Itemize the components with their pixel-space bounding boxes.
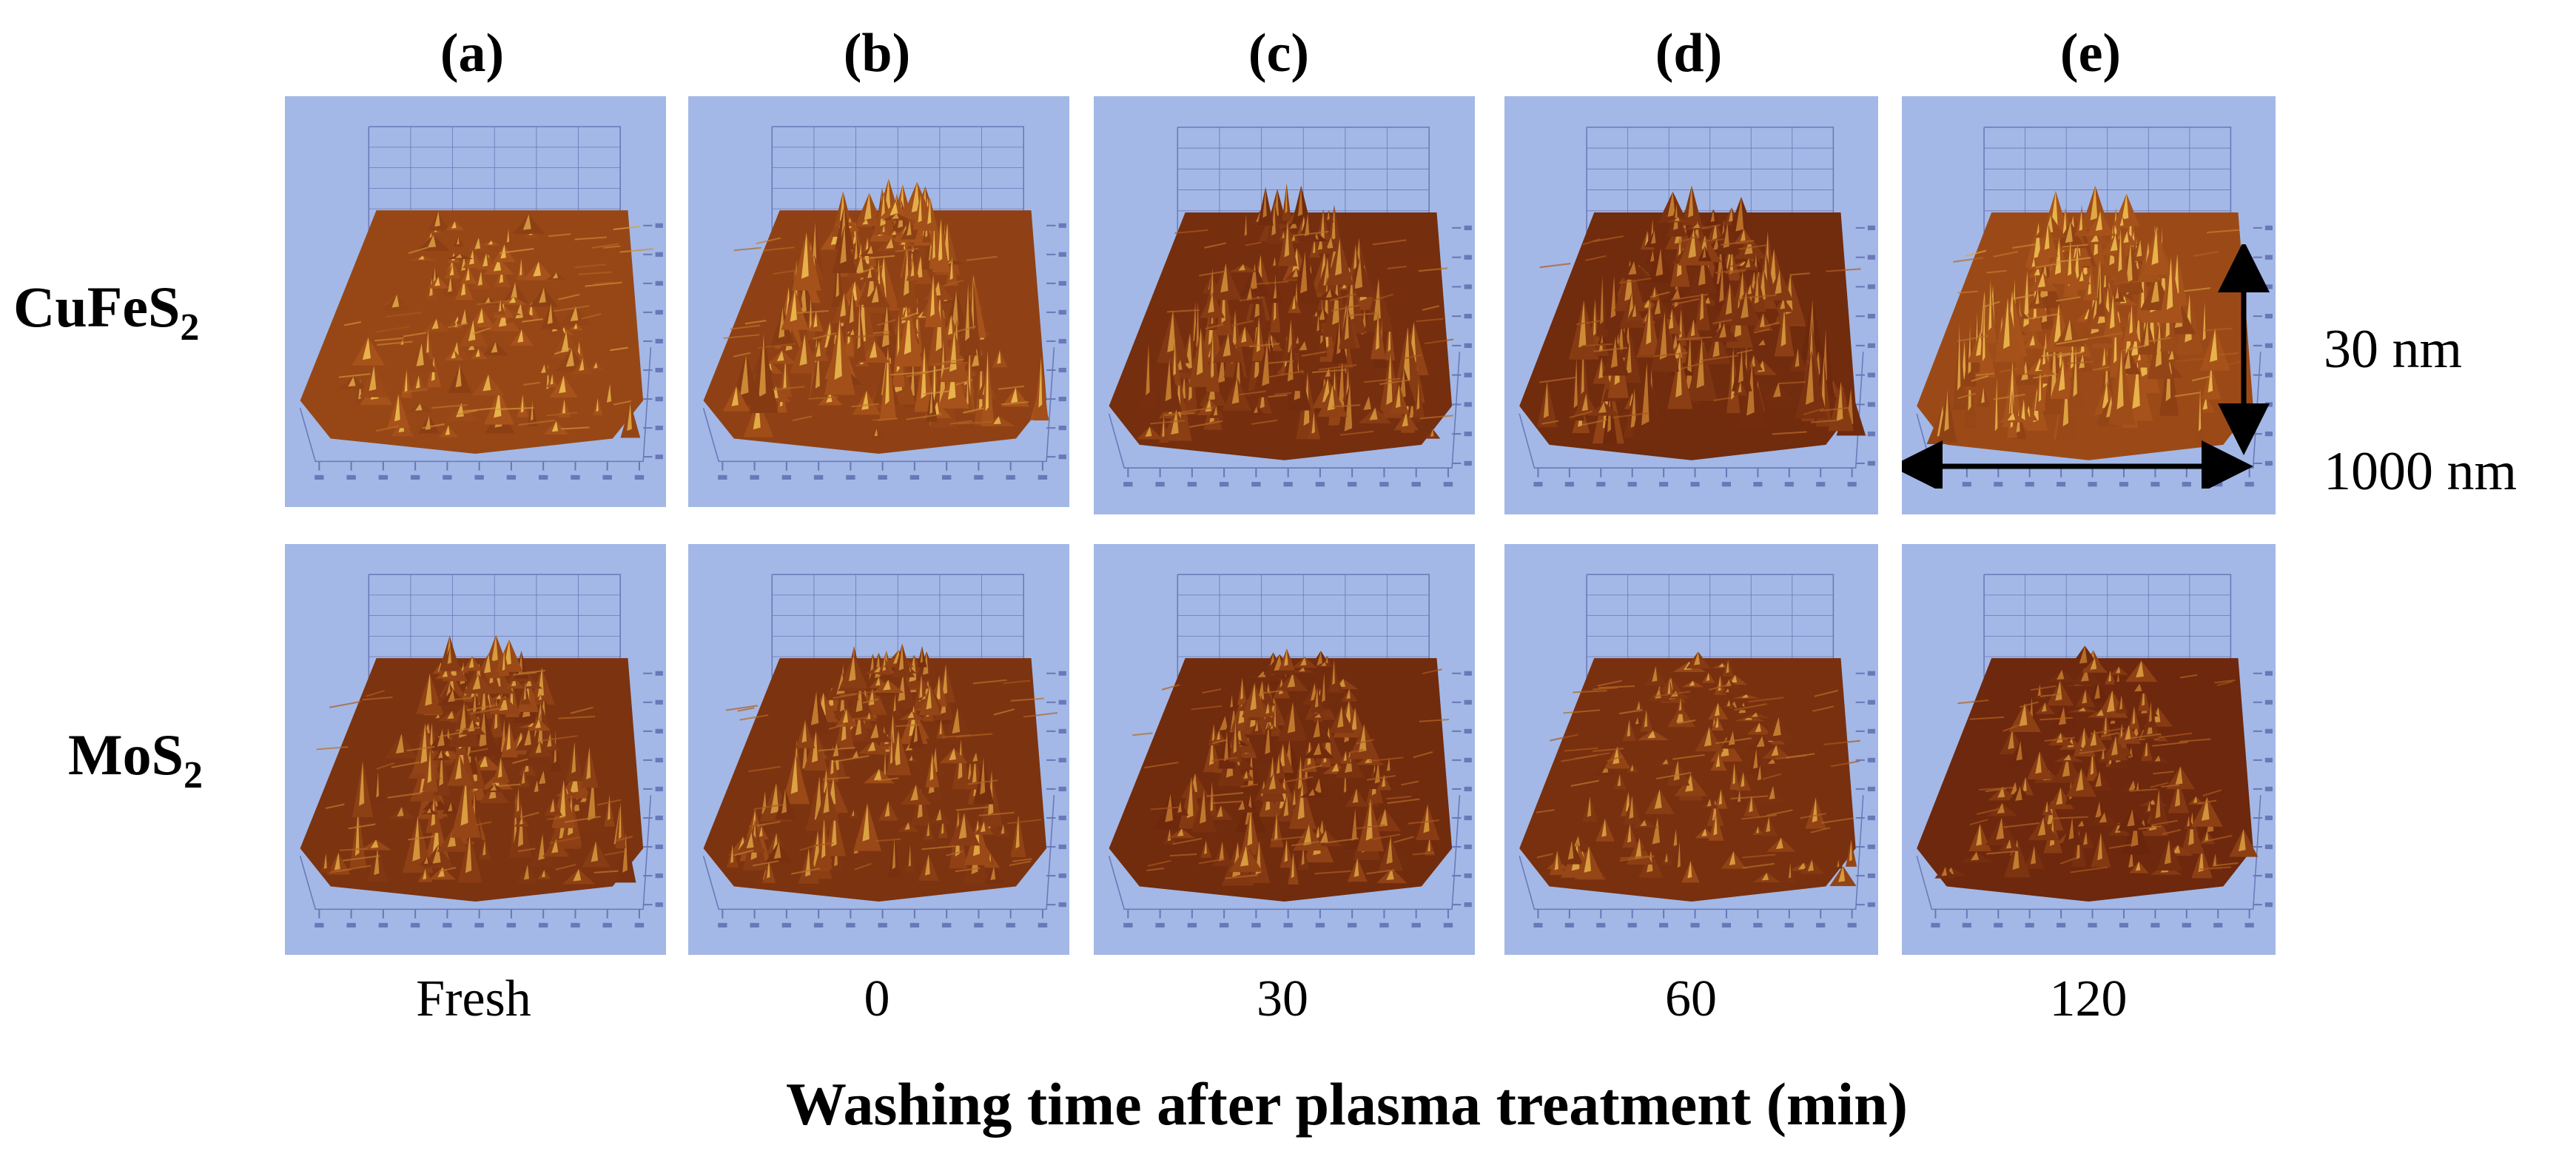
afm-image-mos2-fresh bbox=[285, 544, 666, 955]
scale-label-horizontal: 1000 nm bbox=[2324, 441, 2518, 502]
column-label-d: (d) bbox=[1655, 23, 1723, 84]
x-axis-title: Washing time after plasma treatment (min… bbox=[785, 1070, 1909, 1138]
scale-label-vertical: 30 nm bbox=[2324, 319, 2463, 380]
x-tick-30: 30 bbox=[1257, 970, 1308, 1027]
afm-image-cufes2-60min bbox=[1504, 96, 1878, 514]
afm-image-mos2-30min bbox=[1094, 544, 1475, 955]
x-tick-0: 0 bbox=[864, 970, 890, 1027]
x-tick-fresh: Fresh bbox=[416, 970, 531, 1027]
column-label-b: (b) bbox=[843, 23, 911, 84]
row-label-mos2: MoS2 bbox=[68, 722, 203, 796]
x-tick-120: 120 bbox=[2049, 970, 2128, 1027]
afm-image-cufes2-0min bbox=[688, 96, 1069, 507]
column-label-c: (c) bbox=[1248, 23, 1310, 84]
x-tick-60: 60 bbox=[1665, 970, 1717, 1027]
column-label-a: (a) bbox=[440, 23, 505, 84]
afm-image-cufes2-fresh bbox=[285, 96, 666, 507]
column-label-e: (e) bbox=[2059, 23, 2122, 84]
afm-image-mos2-120min bbox=[1902, 544, 2276, 955]
afm-image-mos2-0min bbox=[688, 544, 1069, 955]
afm-image-cufes2-30min bbox=[1094, 96, 1475, 514]
row-label-cufes2: CuFeS2 bbox=[13, 275, 200, 349]
afm-image-mos2-60min bbox=[1504, 544, 1878, 955]
scale-arrows bbox=[1902, 244, 2270, 489]
